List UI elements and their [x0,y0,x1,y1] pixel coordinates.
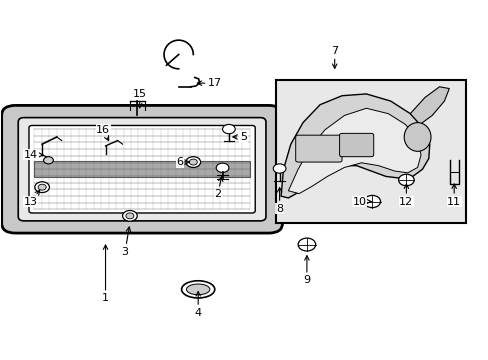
Ellipse shape [186,284,209,295]
Text: 11: 11 [446,184,460,207]
Text: 7: 7 [330,46,338,68]
Text: 4: 4 [194,292,202,318]
Circle shape [222,125,235,134]
FancyBboxPatch shape [1,105,282,233]
Bar [34,161,249,177]
Circle shape [398,174,413,186]
Ellipse shape [404,123,430,151]
Circle shape [273,164,285,173]
Circle shape [298,238,315,251]
Text: 3: 3 [122,227,130,257]
Polygon shape [409,87,448,125]
Circle shape [43,157,53,164]
Text: 5: 5 [232,132,246,142]
Text: 15: 15 [132,89,146,108]
Text: 13: 13 [24,190,40,207]
Text: 9: 9 [303,256,310,285]
FancyBboxPatch shape [18,118,265,221]
Circle shape [35,182,49,193]
Text: 2: 2 [214,177,223,199]
Text: 17: 17 [197,78,222,88]
Circle shape [185,157,200,167]
Ellipse shape [181,281,214,298]
Text: 12: 12 [399,184,412,207]
Circle shape [38,184,46,190]
Circle shape [216,163,228,172]
Text: 14: 14 [24,150,43,160]
FancyBboxPatch shape [29,126,255,213]
Circle shape [125,213,134,219]
Circle shape [122,211,137,221]
Circle shape [363,195,380,208]
Text: 6: 6 [176,157,189,167]
Polygon shape [281,94,429,198]
FancyBboxPatch shape [295,135,341,162]
Text: 10: 10 [352,197,370,207]
FancyBboxPatch shape [339,134,373,157]
Bar [276,80,466,223]
Circle shape [189,159,197,165]
Text: 16: 16 [96,125,110,140]
Polygon shape [288,108,420,194]
Text: 8: 8 [276,188,283,214]
Text: 1: 1 [102,245,109,303]
